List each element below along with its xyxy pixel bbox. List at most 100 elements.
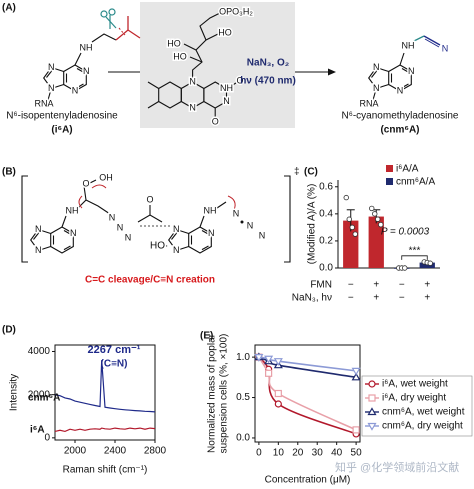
data-point bbox=[349, 224, 355, 231]
atom-label: HO bbox=[218, 27, 232, 37]
atom-label: NH bbox=[66, 205, 79, 215]
atom-label: HO· bbox=[150, 241, 168, 252]
data-point bbox=[427, 260, 433, 266]
y-label: Normalized mass of poplar bbox=[207, 333, 218, 453]
atom-label: N bbox=[35, 245, 42, 255]
atom-label: N bbox=[397, 85, 404, 95]
y-tick-label: 0.2 bbox=[319, 236, 333, 247]
x-tick-label: 20 bbox=[292, 448, 304, 459]
y-tick-label: 0.0 bbox=[319, 263, 333, 274]
atom-label: N bbox=[48, 83, 55, 93]
significance: *** bbox=[409, 245, 421, 256]
atom-label: N bbox=[408, 66, 415, 76]
atom-label: OPO₃H₂ bbox=[219, 6, 253, 16]
x-label: Raman shift (cm⁻¹) bbox=[63, 465, 148, 476]
flavin: OPO₃H₂ HO HO HO N N N NH O O bbox=[147, 5, 255, 128]
marker bbox=[352, 426, 360, 434]
atom-label: NH bbox=[204, 205, 217, 215]
legend-swatch bbox=[386, 178, 393, 185]
data-point bbox=[352, 231, 358, 237]
panel-label: (C) bbox=[304, 167, 318, 178]
condition-value: + bbox=[424, 293, 430, 304]
data-point bbox=[369, 205, 375, 212]
atom-label: N bbox=[208, 228, 215, 238]
series-label: i⁶A bbox=[30, 425, 45, 436]
legend-marker bbox=[367, 407, 377, 416]
atom-label: N bbox=[48, 62, 55, 72]
legend-label: i⁶A/A bbox=[396, 164, 419, 175]
bar bbox=[368, 216, 384, 268]
y-tick-label: 1.0 bbox=[236, 352, 250, 363]
x-tick-label: 2000 bbox=[64, 446, 87, 457]
atom-label: O bbox=[82, 178, 89, 188]
atom-label: N bbox=[72, 85, 79, 95]
atom-label: N bbox=[83, 66, 90, 76]
marker bbox=[264, 355, 274, 364]
atom-label: N bbox=[70, 228, 77, 238]
x-label: Concentration (μM) bbox=[265, 475, 351, 486]
y-label: (Modified A)/A (%) bbox=[307, 184, 318, 265]
atom-label: NH bbox=[402, 40, 415, 50]
atom-label: O bbox=[236, 75, 243, 85]
fit-curve bbox=[258, 356, 357, 431]
y-tick-label: 2000 bbox=[28, 389, 51, 400]
annotation: 2267 cm⁻¹ bbox=[88, 344, 141, 356]
y-label: Intensity bbox=[9, 374, 20, 411]
atom-label: N bbox=[35, 224, 42, 234]
y-tick-label: 4000 bbox=[28, 346, 51, 357]
condition-name: NaN₃, hν bbox=[292, 293, 332, 304]
atom-label: N bbox=[233, 208, 240, 218]
panel-label: (A) bbox=[2, 3, 16, 14]
atom-label: N bbox=[373, 62, 380, 72]
data-point bbox=[375, 216, 381, 222]
condition-value: − bbox=[399, 280, 405, 291]
marker bbox=[274, 400, 282, 408]
y-tick-label: 0.0 bbox=[236, 433, 250, 444]
p-value: P = 0.0003 bbox=[381, 227, 430, 238]
atom-label: HO bbox=[173, 51, 187, 61]
compound-name: N⁶-isopentenyladenosine bbox=[6, 111, 118, 122]
panel-label: (B) bbox=[2, 167, 16, 178]
marker bbox=[265, 369, 273, 377]
condition-value: + bbox=[424, 280, 430, 291]
marker bbox=[273, 358, 283, 366]
data-point bbox=[372, 211, 378, 217]
compound-name: N⁶-cyanomethyladenosine bbox=[342, 111, 459, 122]
legend-marker bbox=[367, 422, 377, 431]
atom-label: O bbox=[212, 116, 219, 126]
y-tick-label: 0.6 bbox=[319, 181, 333, 192]
spectrum-line bbox=[54, 360, 156, 413]
y-tick-label: 0.4 bbox=[319, 208, 333, 219]
legend-marker bbox=[368, 394, 376, 402]
condition-value: − bbox=[348, 280, 354, 291]
atom-label: RNA bbox=[34, 98, 53, 108]
significance-bracket bbox=[401, 255, 428, 260]
atom-label: N bbox=[117, 222, 124, 232]
marker bbox=[351, 372, 361, 381]
atom-label: N bbox=[373, 83, 380, 93]
atom-label: N bbox=[109, 212, 116, 222]
condition-value: + bbox=[373, 280, 379, 291]
condition: hν (470 nm) bbox=[240, 76, 296, 87]
atom-label: NH bbox=[80, 42, 93, 52]
condition-name: FMN bbox=[310, 280, 332, 291]
atom-label: N bbox=[173, 245, 180, 255]
legend-swatch bbox=[386, 165, 393, 172]
legend-label: cnm⁶A, dry weight bbox=[382, 421, 463, 432]
spectrum-line bbox=[54, 427, 156, 433]
condition-value: + bbox=[373, 293, 379, 304]
marker bbox=[351, 367, 361, 376]
legend-frame bbox=[361, 375, 473, 437]
dagger: ‡ bbox=[294, 167, 300, 178]
annotation: (C≡N) bbox=[101, 359, 128, 370]
atom-label: N bbox=[189, 76, 196, 86]
x-tick-label: 30 bbox=[312, 448, 324, 459]
legend-label: cnm⁶A, wet weight bbox=[382, 407, 465, 418]
bar bbox=[419, 262, 435, 268]
atom-label: N bbox=[125, 232, 132, 242]
x-tick-label: 50 bbox=[351, 448, 363, 459]
caption: C=C cleavage/C≡N creation bbox=[85, 275, 215, 286]
condition-value: − bbox=[399, 293, 405, 304]
atom-label: NH bbox=[220, 83, 233, 93]
